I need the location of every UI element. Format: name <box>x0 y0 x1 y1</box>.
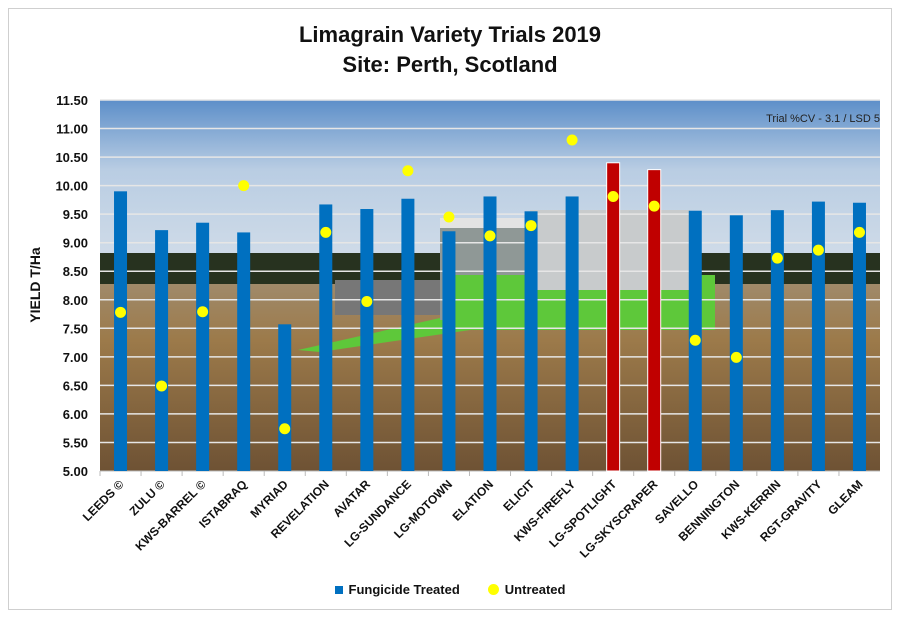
bar-fungicide-treated <box>606 162 621 472</box>
y-tick-label: 7.00 <box>63 350 88 365</box>
y-tick-label: 10.50 <box>55 150 88 165</box>
legend-label: Untreated <box>504 582 566 597</box>
bar-fungicide-treated <box>278 324 292 471</box>
y-tick-label: 7.50 <box>63 321 88 336</box>
bar-fungicide-treated <box>196 222 210 471</box>
bar-fungicide-treated <box>565 196 579 471</box>
legend-item-fungicide-treated: Fungicide Treated <box>334 582 460 597</box>
point-untreated <box>812 244 824 256</box>
bar-fungicide-treated <box>729 215 743 471</box>
legend-dot-swatch <box>487 584 499 595</box>
chart-title-block: Limagrain Variety Trials 2019 Site: Pert… <box>0 20 900 80</box>
category-label: LEEDS © <box>80 477 127 524</box>
point-untreated <box>402 165 414 177</box>
chart-subtitle: Site: Perth, Scotland <box>342 52 558 77</box>
legend-label: Fungicide Treated <box>348 582 460 597</box>
y-tick-label: 11.50 <box>56 93 88 108</box>
bar-fungicide-treated <box>852 202 866 471</box>
point-untreated <box>320 226 332 238</box>
point-untreated <box>443 211 455 223</box>
category-label: KWS-BARREL © <box>132 477 208 553</box>
point-untreated <box>197 306 209 318</box>
y-tick-label: 5.50 <box>63 435 88 450</box>
point-untreated <box>525 220 537 232</box>
bar-fungicide-treated <box>770 210 784 472</box>
point-untreated <box>648 200 660 212</box>
point-untreated <box>115 306 127 318</box>
legend-bar-swatch <box>334 585 343 594</box>
legend: Fungicide Treated Untreated <box>0 582 900 597</box>
point-untreated <box>853 226 865 238</box>
point-untreated <box>279 423 291 435</box>
point-untreated <box>484 230 496 242</box>
bar-fungicide-treated <box>155 230 169 471</box>
point-untreated <box>771 252 783 264</box>
point-untreated <box>689 334 701 346</box>
chart-frame <box>8 8 892 610</box>
bar-fungicide-treated <box>811 201 825 471</box>
point-untreated <box>607 190 619 202</box>
bar-fungicide-treated <box>114 191 128 472</box>
bar-fungicide-treated <box>524 211 538 472</box>
legend-item-untreated: Untreated <box>487 582 566 597</box>
y-tick-label: 10.00 <box>55 179 88 194</box>
y-tick-label: 8.00 <box>63 293 88 308</box>
category-label: ELATION <box>450 477 497 524</box>
y-axis-label: YIELD T/Ha <box>27 247 43 323</box>
bar-fungicide-treated <box>442 231 456 471</box>
y-tick-label: 6.50 <box>63 378 88 393</box>
bar-fungicide-treated <box>647 169 662 472</box>
category-label: ELICIT <box>500 477 537 514</box>
y-tick-label: 8.50 <box>63 264 88 279</box>
point-untreated <box>566 134 578 146</box>
y-tick-label: 11.00 <box>56 122 88 137</box>
y-tick-label: 9.50 <box>63 207 88 222</box>
point-untreated <box>238 180 250 192</box>
bar-fungicide-treated <box>360 209 374 472</box>
point-untreated <box>730 351 742 363</box>
bar-fungicide-treated <box>483 196 497 471</box>
bar-fungicide-treated <box>401 198 415 471</box>
trial-cv-annotation: Trial %CV - 3.1 / LSD 5 <box>766 113 880 125</box>
bar-fungicide-treated <box>319 204 333 471</box>
chart-title: Limagrain Variety Trials 2019 <box>298 22 602 47</box>
bar-fungicide-treated <box>237 232 251 471</box>
category-label: ZULU © <box>127 477 168 518</box>
point-untreated <box>156 380 168 392</box>
y-tick-label: 6.00 <box>63 407 88 422</box>
category-label: LG-SKYSCRAPER <box>577 477 661 561</box>
y-tick-label: 9.00 <box>63 236 88 251</box>
y-tick-label: 5.00 <box>63 464 88 479</box>
point-untreated <box>361 295 373 307</box>
category-label: GLEAM <box>825 477 866 518</box>
